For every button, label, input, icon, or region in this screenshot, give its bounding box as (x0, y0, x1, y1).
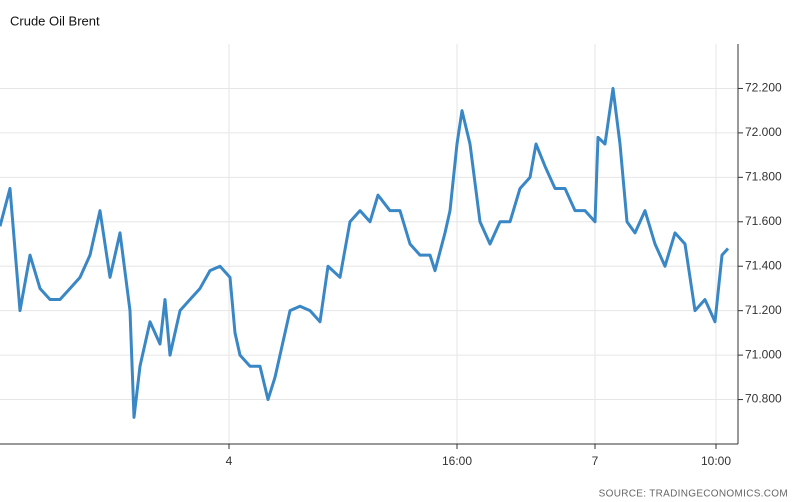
y-tick-label: 71.400 (745, 258, 782, 272)
x-tick-label: 16:00 (442, 454, 472, 468)
x-tick-label: 10:00 (701, 454, 731, 468)
y-tick-label: 71.000 (745, 347, 782, 361)
y-tick-label: 70.800 (745, 392, 782, 406)
source-note: SOURCE: TRADINGECONOMICS.COM (599, 489, 788, 500)
y-tick-label: 71.200 (745, 303, 782, 317)
price-line (0, 86, 730, 419)
y-tick-label: 71.800 (745, 170, 782, 184)
y-tick-label: 72.200 (745, 81, 782, 95)
y-tick-label: 72.000 (745, 125, 782, 139)
y-tick-label: 71.600 (745, 214, 782, 228)
x-tick-label: 4 (226, 454, 233, 468)
chart-title: Crude Oil Brent (10, 13, 100, 28)
x-tick-label: 7 (592, 454, 599, 468)
